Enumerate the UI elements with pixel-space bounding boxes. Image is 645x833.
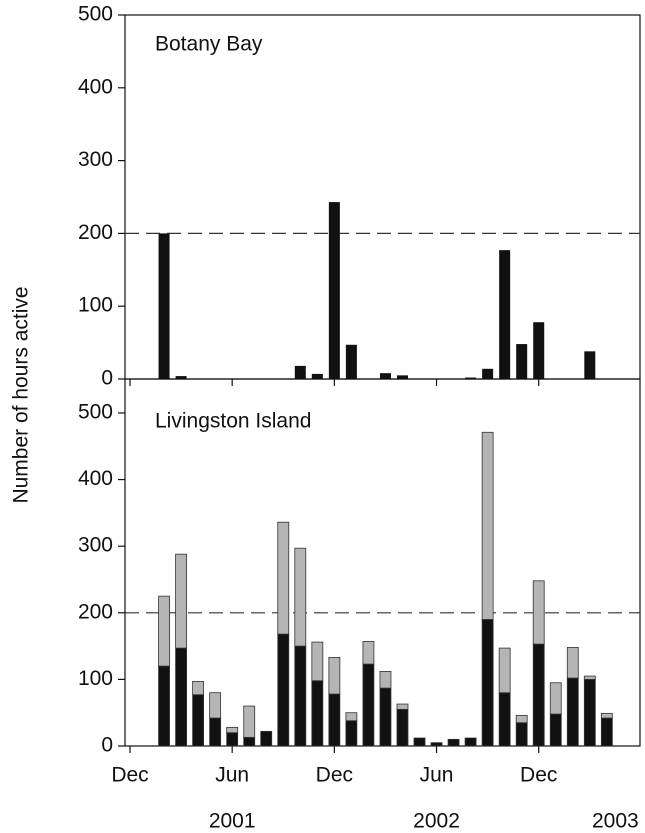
bar [379,373,391,379]
y-tick-label: 0 [101,367,113,390]
bar [499,250,511,379]
bar-segment [243,736,256,747]
bar-segment [515,722,528,747]
bar-segment [549,713,562,747]
x-tick-label: Jun [420,764,454,787]
bar-segment [600,712,613,719]
bar-segment [583,675,596,680]
y-tick-label: 500 [78,3,113,26]
y-axis-label: Number of hours active [10,286,33,503]
y-tick-label: 300 [78,534,113,557]
y-tick-label: 400 [78,75,113,98]
bar-segment [566,647,579,679]
bar-segment [481,431,494,620]
bar-segment [175,647,187,747]
bar-segment [328,657,341,695]
y-tick-label: 200 [78,600,113,623]
bar [175,376,187,379]
bar [533,322,545,379]
x-tick-label: Dec [316,764,353,787]
y-tick-label: 200 [78,221,113,244]
bar-segment [532,580,545,645]
bar-segment [498,692,511,747]
bar-segment [396,708,409,747]
bar-segment [600,717,613,747]
bar [465,377,477,379]
bar [328,202,340,379]
bar-segment [498,647,511,694]
y-tick-label: 300 [78,148,113,171]
x-tick-label: Dec [520,764,557,787]
bar [482,368,494,379]
panel-title: Livingston Island [155,410,311,433]
bar-segment [379,671,392,689]
y-tick-label: 500 [78,401,113,424]
bar-segment [209,692,222,719]
y-tick-label: 400 [78,467,113,490]
bar [311,373,323,379]
bar-segment [481,619,494,747]
bar-segment [243,705,256,738]
bar [584,351,596,379]
bar [396,375,408,379]
bar-segment [413,737,426,747]
year-label: 2002 [413,810,460,833]
x-tick-label: Jun [215,764,249,787]
bar-segment [345,712,358,722]
bar-segment [175,553,187,649]
bar-segment [260,730,273,747]
bar-segment [192,694,205,747]
bar-segment [209,717,222,747]
bar [516,344,528,379]
bar-segment [294,645,307,747]
bar-segment [430,742,443,747]
y-tick-label: 100 [78,667,113,690]
y-tick-label: 100 [78,294,113,317]
bar [345,344,357,379]
plot-frame [124,14,641,380]
bar-segment [158,665,170,747]
bar-segment [345,720,358,747]
bar-segment [464,737,477,747]
panel-title: Botany Bay [155,33,263,56]
bar-segment [294,547,307,647]
bar-segment [328,693,341,747]
bar-segment [532,643,545,747]
bar-segment [379,687,392,747]
bar-segment [583,678,596,747]
bar [158,233,170,379]
bar-segment [192,680,205,696]
bar-segment [362,641,375,665]
bar-segment [277,633,290,747]
bar-segment [396,703,409,710]
bar-segment [226,732,239,747]
bar-segment [226,726,239,734]
bar-segment [158,595,170,667]
bar-segment [549,682,562,715]
bar-segment [277,521,290,635]
year-label: 2003 [592,810,639,833]
bar-segment [566,677,579,747]
bar-segment [311,680,324,747]
bar-segment [447,738,460,747]
y-tick-label: 0 [101,734,113,757]
year-label: 2001 [209,810,256,833]
bar [294,365,306,379]
bar-segment [362,663,375,747]
bar-segment [515,714,528,724]
x-tick-label: Dec [111,764,148,787]
bar-segment [311,641,324,682]
